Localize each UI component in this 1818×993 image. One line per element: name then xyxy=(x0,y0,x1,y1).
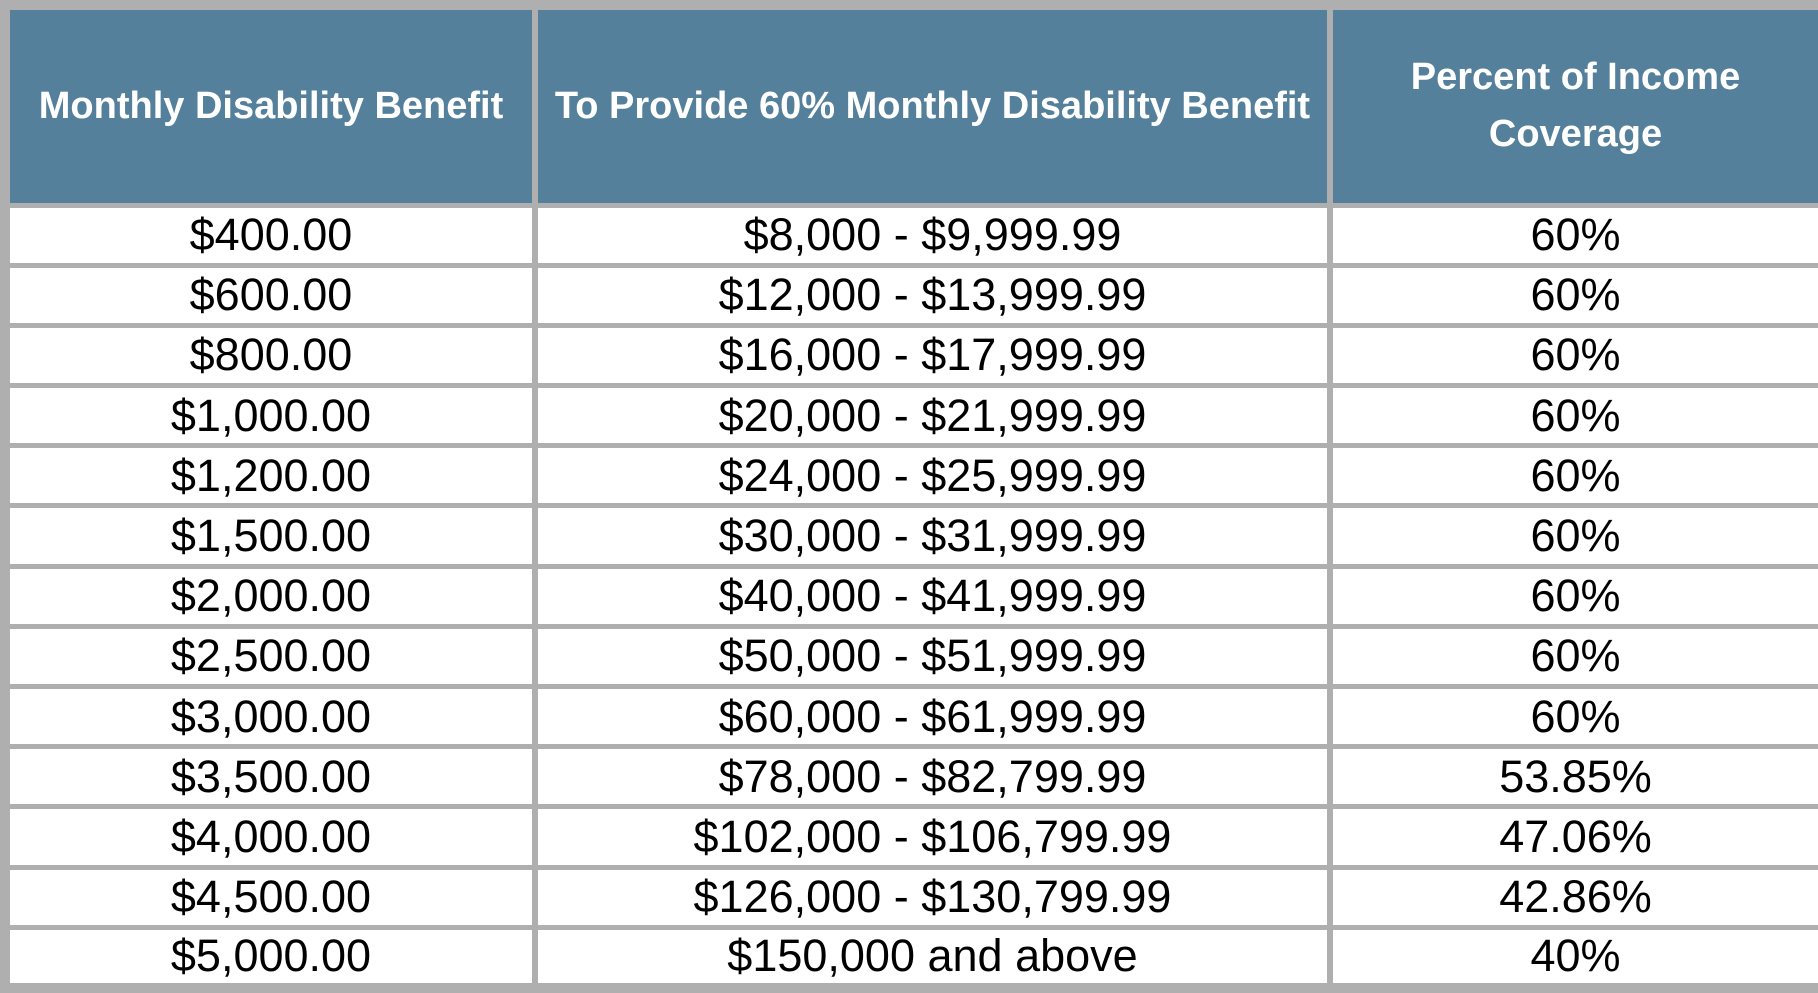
table-row: $2,500.00 $50,000 - $51,999.99 60% xyxy=(2,623,1818,690)
benefit-cell: $2,500.00 xyxy=(2,623,538,690)
coverage-cell: 53.85% xyxy=(1327,744,1818,810)
benefit-cell: $600.00 xyxy=(2,262,538,328)
table-row: $800.00 $16,000 - $17,999.99 60% xyxy=(2,322,1818,389)
coverage-cell: 40% xyxy=(1327,924,1818,991)
salary-range-cell: $40,000 - $41,999.99 xyxy=(532,563,1333,629)
coverage-cell: 60% xyxy=(1327,563,1818,629)
table-row: $4,500.00 $126,000 - $130,799.99 42.86% xyxy=(2,864,1818,930)
table-row: $1,500.00 $30,000 - $31,999.99 60% xyxy=(2,503,1818,569)
benefit-cell: $1,200.00 xyxy=(2,443,538,509)
coverage-cell: 60% xyxy=(1327,683,1818,750)
table-row: $600.00 $12,000 - $13,999.99 60% xyxy=(2,262,1818,328)
table-row: $1,000.00 $20,000 - $21,999.99 60% xyxy=(2,383,1818,449)
benefit-cell: $4,000.00 xyxy=(2,804,538,870)
column-header-monthly-benefit: Monthly Disability Benefit xyxy=(2,2,538,208)
column-header-percent-coverage: Percent of Income Coverage xyxy=(1327,2,1818,208)
salary-range-cell: $24,000 - $25,999.99 xyxy=(532,443,1333,509)
salary-range-cell: $20,000 - $21,999.99 xyxy=(532,383,1333,449)
header-row: Monthly Disability Benefit To Provide 60… xyxy=(2,2,1818,208)
benefit-cell: $5,000.00 xyxy=(2,924,538,991)
coverage-cell: 60% xyxy=(1327,262,1818,328)
salary-range-cell: $60,000 - $61,999.99 xyxy=(532,683,1333,750)
coverage-cell: 47.06% xyxy=(1327,804,1818,870)
column-header-salary-range: To Provide 60% Monthly Disability Benefi… xyxy=(532,2,1333,208)
table-row: $2,000.00 $40,000 - $41,999.99 60% xyxy=(2,563,1818,629)
salary-range-cell: $8,000 - $9,999.99 xyxy=(532,202,1333,268)
benefit-cell: $4,500.00 xyxy=(2,864,538,930)
coverage-cell: 60% xyxy=(1327,443,1818,509)
table-row: $3,500.00 $78,000 - $82,799.99 53.85% xyxy=(2,744,1818,810)
salary-range-cell: $78,000 - $82,799.99 xyxy=(532,744,1333,810)
salary-range-cell: $50,000 - $51,999.99 xyxy=(532,623,1333,690)
benefit-cell: $1,500.00 xyxy=(2,503,538,569)
benefit-cell: $800.00 xyxy=(2,322,538,389)
coverage-cell: 60% xyxy=(1327,503,1818,569)
benefit-cell: $3,000.00 xyxy=(2,683,538,750)
coverage-cell: 60% xyxy=(1327,322,1818,389)
table-row: $3,000.00 $60,000 - $61,999.99 60% xyxy=(2,683,1818,750)
coverage-cell: 60% xyxy=(1327,623,1818,690)
coverage-cell: 60% xyxy=(1327,202,1818,268)
salary-range-cell: $30,000 - $31,999.99 xyxy=(532,503,1333,569)
salary-range-cell: $12,000 - $13,999.99 xyxy=(532,262,1333,328)
benefit-cell: $3,500.00 xyxy=(2,744,538,810)
salary-range-cell: $150,000 and above xyxy=(532,924,1333,991)
salary-range-cell: $16,000 - $17,999.99 xyxy=(532,322,1333,389)
table-row: $4,000.00 $102,000 - $106,799.99 47.06% xyxy=(2,804,1818,870)
table-row: $1,200.00 $24,000 - $25,999.99 60% xyxy=(2,443,1818,509)
salary-range-cell: $126,000 - $130,799.99 xyxy=(532,864,1333,930)
table-row: $5,000.00 $150,000 and above 40% xyxy=(2,924,1818,991)
coverage-cell: 42.86% xyxy=(1327,864,1818,930)
benefit-cell: $1,000.00 xyxy=(2,383,538,449)
coverage-cell: 60% xyxy=(1327,383,1818,449)
benefit-cell: $2,000.00 xyxy=(2,563,538,629)
table-row: $400.00 $8,000 - $9,999.99 60% xyxy=(2,202,1818,268)
benefit-cell: $400.00 xyxy=(2,202,538,268)
salary-range-cell: $102,000 - $106,799.99 xyxy=(532,804,1333,870)
